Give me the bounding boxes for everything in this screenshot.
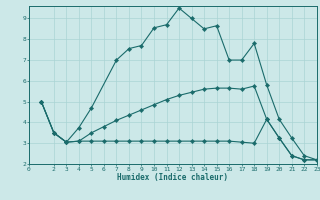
X-axis label: Humidex (Indice chaleur): Humidex (Indice chaleur) [117,173,228,182]
